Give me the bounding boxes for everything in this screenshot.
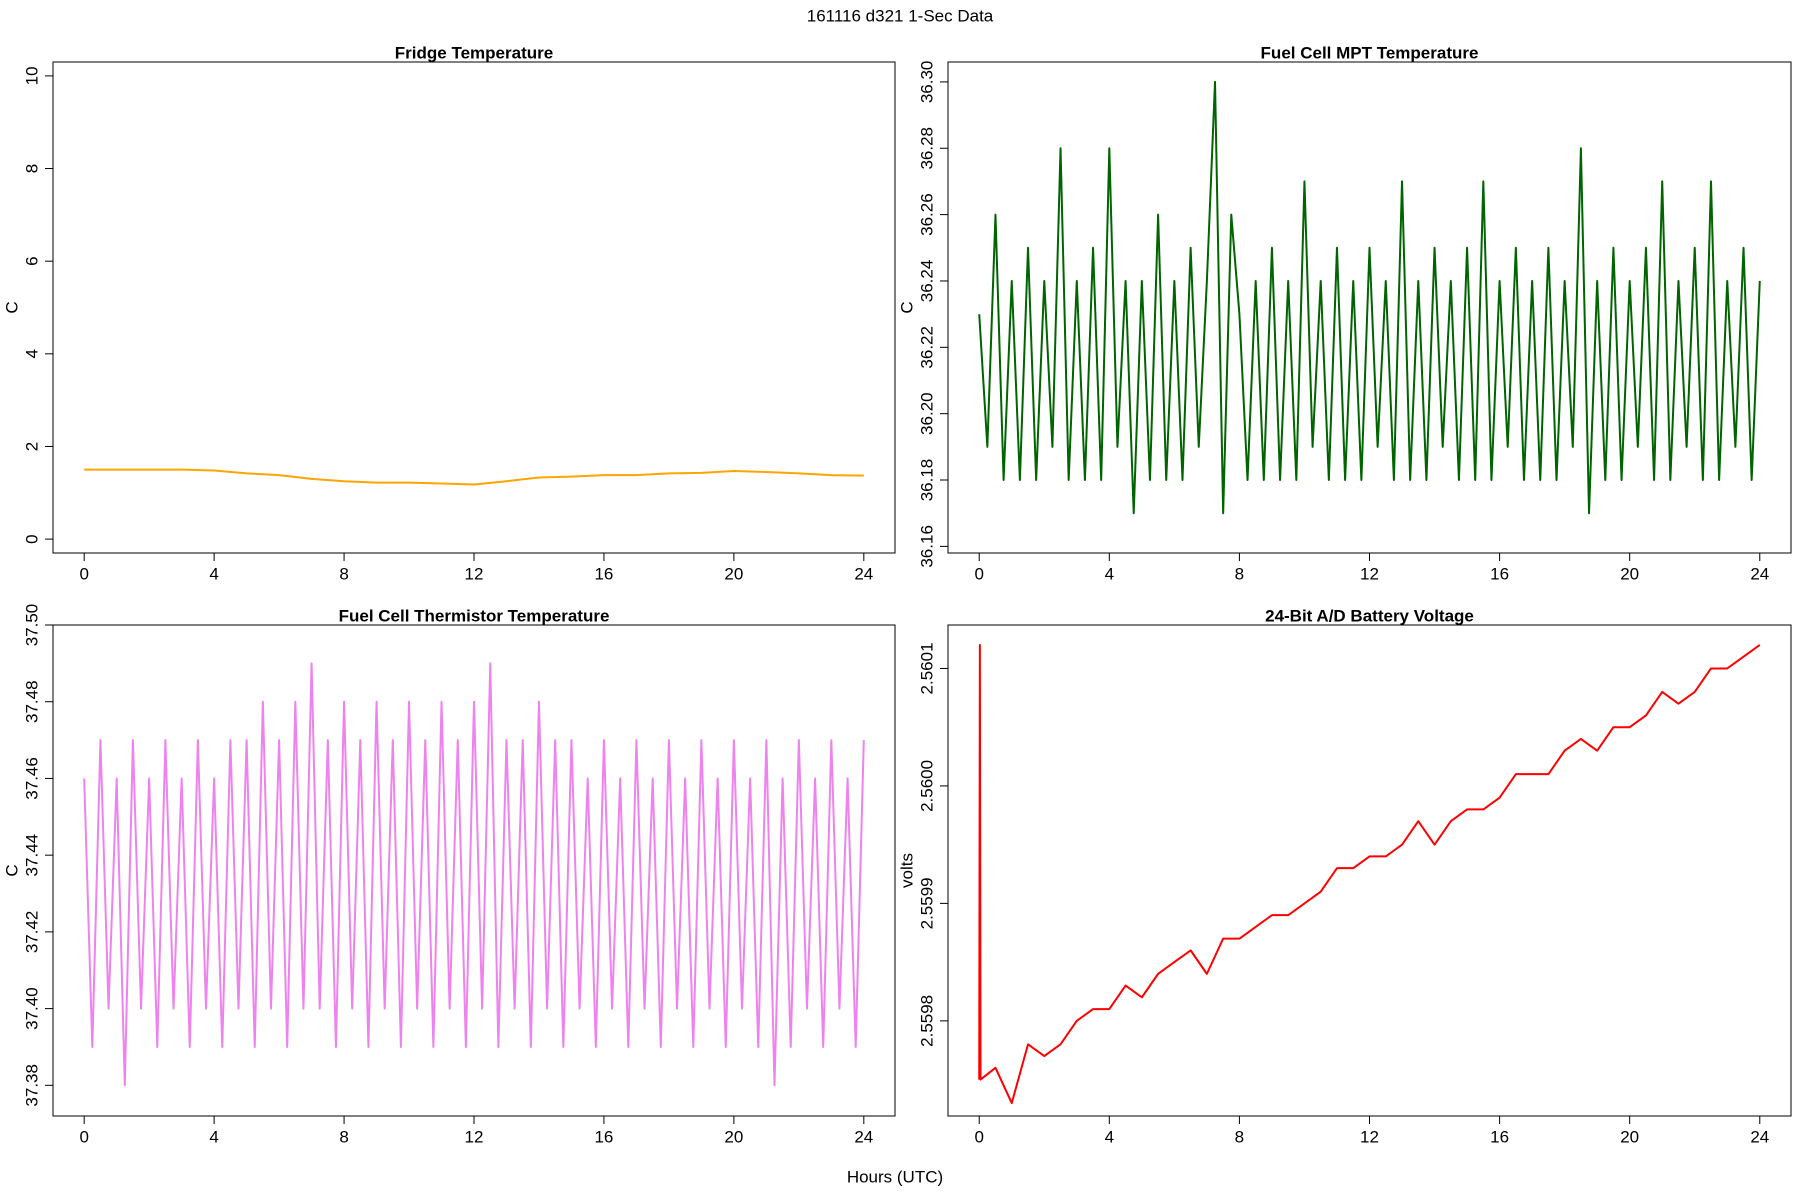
y-tick-label: 36.28	[917, 127, 936, 170]
x-tick-label: 24	[1750, 564, 1769, 583]
y-tick-label: 37.46	[22, 757, 41, 800]
data-line	[978, 80, 1761, 515]
x-tick-label: 20	[1620, 564, 1639, 583]
data-line	[83, 662, 865, 1087]
x-tick-label: 20	[1620, 1127, 1639, 1146]
figure-title: 161116 d321 1-Sec Data	[807, 6, 994, 25]
data-line	[84, 468, 864, 486]
y-tick-label: 36.26	[917, 193, 936, 236]
y-tick-label: 4	[22, 349, 41, 358]
y-tick-label: 36.20	[917, 392, 936, 435]
y-tick-label: 37.44	[22, 834, 41, 877]
x-tick-label: 4	[1105, 1127, 1114, 1146]
y-tick-label: 37.38	[22, 1064, 41, 1107]
x-tick-label: 16	[1490, 564, 1509, 583]
x-tick-label: 24	[1750, 1127, 1769, 1146]
panel-title: Fuel Cell Thermistor Temperature	[339, 606, 610, 625]
plot-frame	[947, 61, 1792, 554]
y-axis-label: C	[2, 864, 21, 876]
x-tick-label: 8	[339, 1127, 348, 1146]
plot-frame	[52, 624, 896, 1117]
x-tick-label: 12	[1360, 1127, 1379, 1146]
x-tick-label: 8	[1235, 564, 1244, 583]
panel-title: Fridge Temperature	[395, 43, 553, 62]
x-tick-label: 12	[1360, 564, 1379, 583]
y-tick-label: 6	[22, 256, 41, 265]
x-tick-label: 20	[724, 564, 743, 583]
x-tick-label: 12	[465, 564, 484, 583]
y-tick-label: 2.5600	[917, 760, 936, 812]
x-tick-label: 4	[209, 564, 218, 583]
x-tick-label: 16	[1490, 1127, 1509, 1146]
x-tick-label: 24	[854, 564, 873, 583]
y-tick-label: 36.24	[917, 260, 936, 303]
x-tick-label: 16	[594, 564, 613, 583]
x-tick-label: 24	[854, 1127, 873, 1146]
x-tick-label: 0	[79, 564, 88, 583]
y-tick-label: 36.30	[917, 61, 936, 104]
y-tick-label: 36.22	[917, 326, 936, 369]
x-axis-label: Hours (UTC)	[847, 1167, 943, 1186]
plot-frame	[947, 624, 1792, 1117]
y-tick-label: 8	[22, 164, 41, 173]
y-tick-label: 2.5599	[917, 877, 936, 929]
panel-title: 24-Bit A/D Battery Voltage	[1265, 606, 1474, 625]
data-line	[978, 643, 1761, 1105]
y-tick-label: 37.40	[22, 987, 41, 1030]
y-axis-label: volts	[897, 853, 916, 888]
x-tick-label: 8	[1235, 1127, 1244, 1146]
x-tick-label: 12	[465, 1127, 484, 1146]
x-tick-label: 0	[974, 1127, 983, 1146]
y-tick-label: 0	[22, 534, 41, 543]
x-tick-label: 20	[724, 1127, 743, 1146]
y-tick-label: 37.48	[22, 680, 41, 723]
plot-frame	[52, 61, 896, 554]
y-tick-label: 10	[22, 66, 41, 85]
y-tick-label: 37.50	[22, 604, 41, 647]
y-tick-label: 36.16	[917, 525, 936, 568]
y-tick-label: 2.5601	[917, 642, 936, 694]
x-tick-label: 4	[1105, 564, 1114, 583]
x-tick-label: 0	[974, 564, 983, 583]
y-tick-label: 2	[22, 442, 41, 451]
x-tick-label: 4	[209, 1127, 218, 1146]
y-axis-label: C	[897, 301, 916, 313]
y-tick-label: 36.18	[917, 459, 936, 502]
x-tick-label: 0	[79, 1127, 88, 1146]
y-axis-label: C	[2, 301, 21, 313]
y-tick-label: 37.42	[22, 911, 41, 954]
x-tick-label: 16	[594, 1127, 613, 1146]
y-tick-label: 2.5598	[917, 995, 936, 1047]
x-tick-label: 8	[339, 564, 348, 583]
panel-title: Fuel Cell MPT Temperature	[1261, 43, 1479, 62]
